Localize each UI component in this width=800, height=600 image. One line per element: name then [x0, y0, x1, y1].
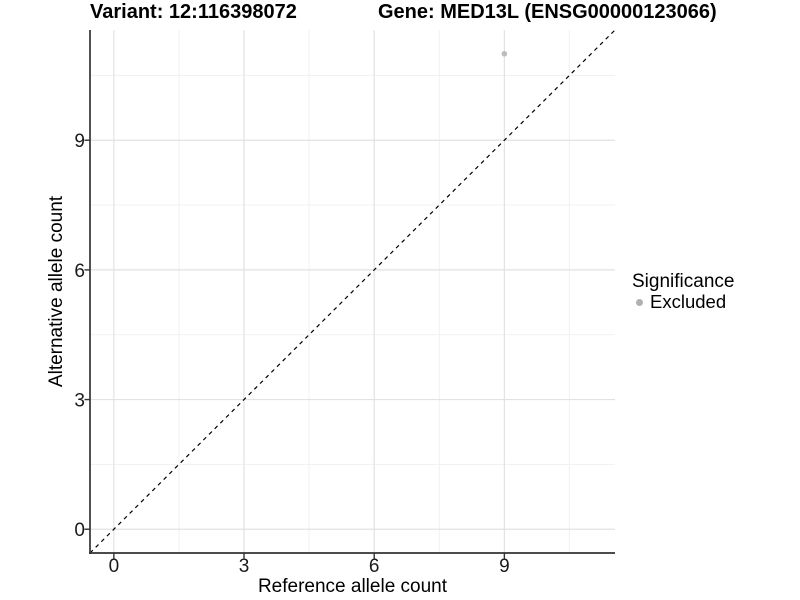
legend: Significance Excluded: [632, 271, 734, 312]
excluded-point-icon: [636, 298, 643, 306]
y-tick-label: 6: [74, 261, 85, 282]
x-tick-label: 9: [499, 556, 510, 577]
y-axis-title: Alternative allele count: [46, 195, 67, 387]
identity-reference-line: [89, 29, 616, 554]
legend-item-label: Excluded: [650, 291, 727, 312]
y-tick-label: 9: [74, 131, 85, 152]
y-tick-label: 0: [74, 520, 85, 541]
legend-title: Significance: [632, 271, 735, 292]
x-tick-label: 3: [239, 556, 250, 577]
gene-title: Gene: MED13L (ENSG00000123066): [378, 1, 717, 23]
variant-title: Variant: 12:116398072: [90, 1, 297, 23]
x-tick-label: 0: [109, 556, 120, 577]
legend-item-excluded: Excluded: [632, 292, 734, 312]
y-tick-label: 3: [74, 391, 85, 412]
x-axis-title: Reference allele count: [257, 576, 448, 597]
data-point: [501, 50, 508, 57]
x-tick-label: 6: [369, 556, 380, 577]
